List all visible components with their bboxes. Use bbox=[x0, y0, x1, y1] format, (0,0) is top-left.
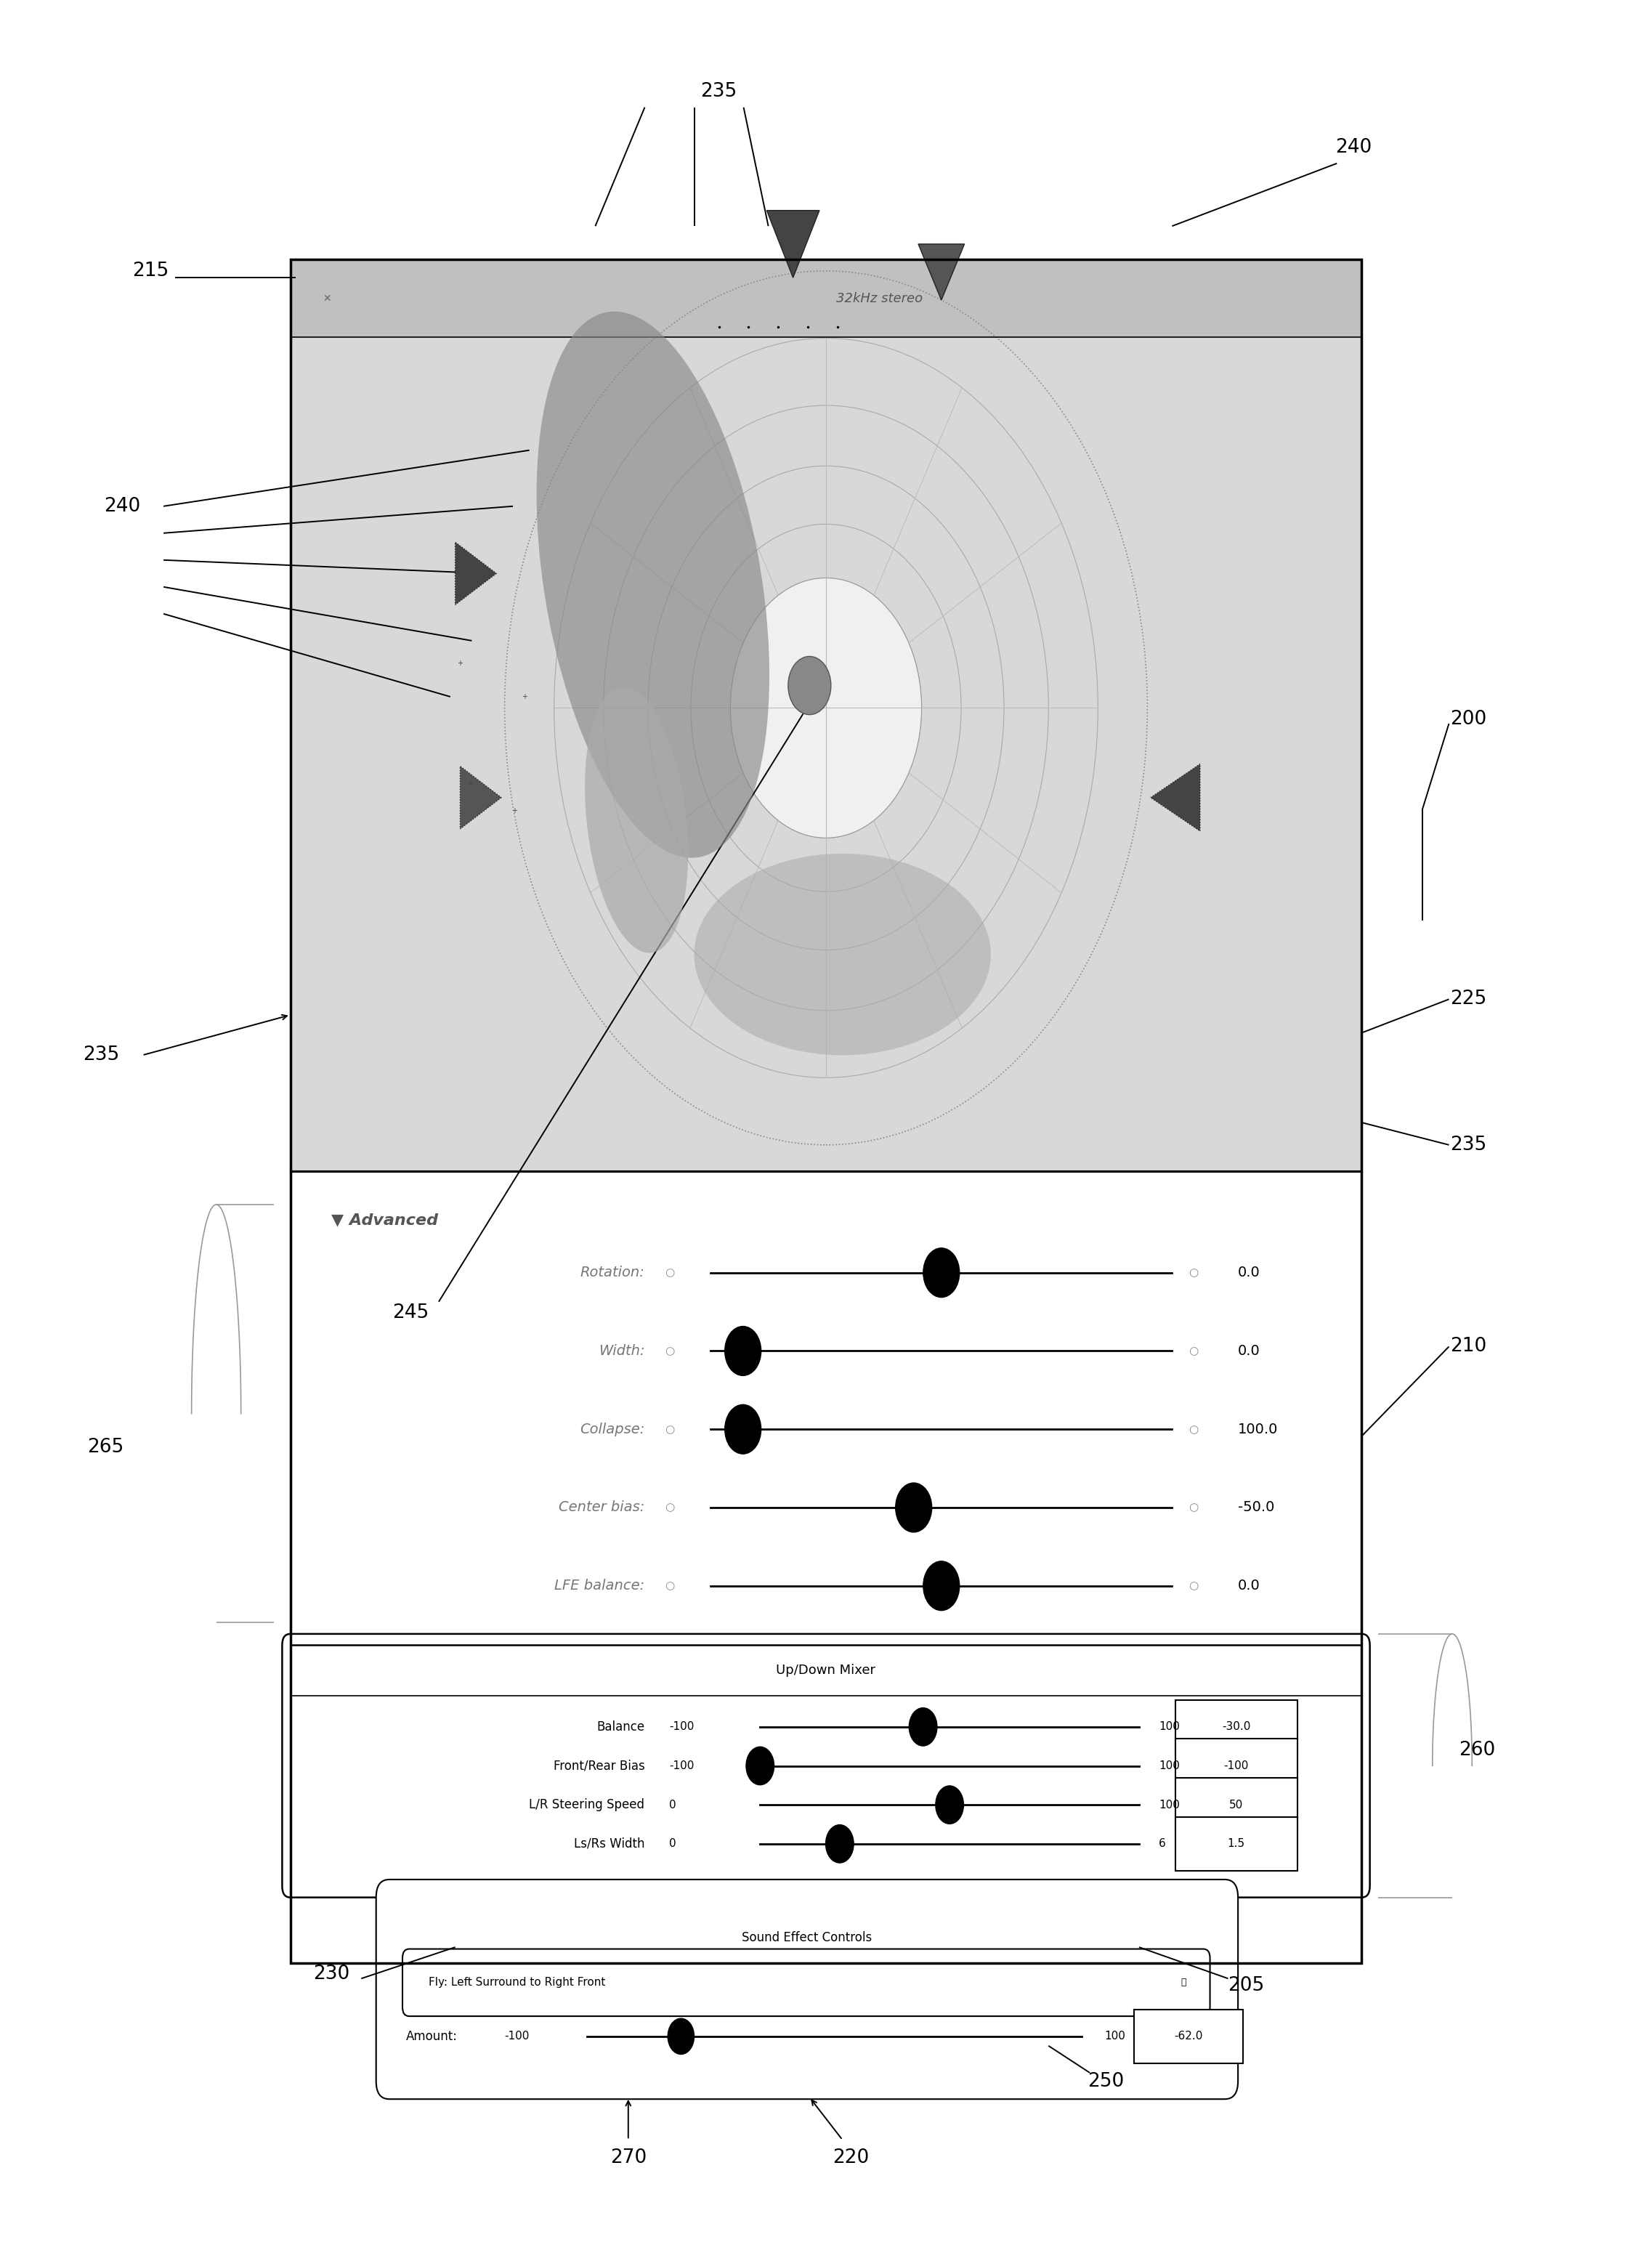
Text: +: + bbox=[458, 660, 463, 667]
Text: 0.0: 0.0 bbox=[1237, 1266, 1260, 1280]
Text: -30.0: -30.0 bbox=[1222, 1722, 1251, 1733]
Polygon shape bbox=[1151, 763, 1199, 831]
Text: 205: 205 bbox=[1227, 1976, 1264, 1996]
Text: 225: 225 bbox=[1450, 990, 1487, 1008]
Circle shape bbox=[747, 1747, 775, 1785]
Text: 235: 235 bbox=[700, 83, 737, 101]
FancyBboxPatch shape bbox=[282, 1634, 1370, 1897]
Text: Balance: Balance bbox=[596, 1720, 644, 1733]
Text: 100: 100 bbox=[1160, 1760, 1180, 1771]
Circle shape bbox=[923, 1560, 960, 1610]
Text: 0.0: 0.0 bbox=[1237, 1578, 1260, 1592]
Text: 260: 260 bbox=[1459, 1740, 1495, 1760]
FancyBboxPatch shape bbox=[291, 260, 1361, 337]
Circle shape bbox=[923, 1248, 960, 1298]
Text: 245: 245 bbox=[393, 1304, 430, 1322]
Text: -50.0: -50.0 bbox=[1237, 1500, 1275, 1515]
Text: Up/Down Mixer: Up/Down Mixer bbox=[776, 1664, 876, 1677]
Text: 215: 215 bbox=[132, 260, 169, 281]
Text: 230: 230 bbox=[314, 1964, 350, 1985]
Polygon shape bbox=[456, 541, 496, 604]
Text: 32kHz stereo: 32kHz stereo bbox=[836, 292, 923, 305]
FancyBboxPatch shape bbox=[1175, 1740, 1297, 1794]
FancyBboxPatch shape bbox=[291, 260, 1361, 1172]
Text: 0: 0 bbox=[669, 1800, 676, 1809]
Text: ○: ○ bbox=[664, 1502, 674, 1513]
Text: ○: ○ bbox=[664, 1580, 674, 1592]
FancyBboxPatch shape bbox=[1175, 1816, 1297, 1870]
Text: 100: 100 bbox=[1160, 1800, 1180, 1809]
Ellipse shape bbox=[694, 853, 991, 1055]
Text: Center bias:: Center bias: bbox=[558, 1500, 644, 1515]
Text: LFE balance:: LFE balance: bbox=[555, 1578, 644, 1592]
Text: ○: ○ bbox=[664, 1345, 674, 1356]
Polygon shape bbox=[461, 766, 501, 828]
Text: 200: 200 bbox=[1450, 709, 1487, 730]
Text: 0.0: 0.0 bbox=[1237, 1345, 1260, 1358]
Text: Amount:: Amount: bbox=[406, 2029, 458, 2043]
Text: ✕: ✕ bbox=[322, 294, 330, 303]
Circle shape bbox=[909, 1708, 937, 1747]
Text: Width:: Width: bbox=[598, 1345, 644, 1358]
Circle shape bbox=[725, 1405, 762, 1455]
Text: 270: 270 bbox=[610, 2148, 646, 2166]
Text: +: + bbox=[522, 694, 527, 700]
Text: 220: 220 bbox=[833, 2148, 869, 2166]
Text: ▼ Advanced: ▼ Advanced bbox=[332, 1212, 438, 1228]
Text: -100: -100 bbox=[1224, 1760, 1249, 1771]
FancyBboxPatch shape bbox=[377, 1879, 1237, 2099]
Text: Sound Effect Controls: Sound Effect Controls bbox=[742, 1931, 872, 1944]
Text: 235: 235 bbox=[1450, 1136, 1487, 1154]
Text: 265: 265 bbox=[88, 1439, 124, 1457]
Text: 100: 100 bbox=[1160, 1722, 1180, 1733]
Text: 1.5: 1.5 bbox=[1227, 1839, 1246, 1850]
Text: Fly: Left Surround to Right Front: Fly: Left Surround to Right Front bbox=[430, 1978, 606, 1989]
Circle shape bbox=[935, 1785, 963, 1823]
Text: 50: 50 bbox=[1229, 1800, 1244, 1809]
Text: 0: 0 bbox=[669, 1839, 676, 1850]
Circle shape bbox=[788, 656, 831, 714]
Circle shape bbox=[725, 1327, 762, 1376]
Text: +: + bbox=[512, 808, 517, 815]
Text: 240: 240 bbox=[104, 496, 140, 516]
Text: 100: 100 bbox=[1105, 2032, 1125, 2041]
Text: ⬥: ⬥ bbox=[1181, 1978, 1186, 1987]
Polygon shape bbox=[919, 245, 965, 301]
Text: ○: ○ bbox=[1189, 1266, 1198, 1277]
Text: Collapse:: Collapse: bbox=[580, 1423, 644, 1437]
Text: Rotation:: Rotation: bbox=[580, 1266, 644, 1280]
Text: +: + bbox=[468, 781, 472, 788]
FancyBboxPatch shape bbox=[403, 1949, 1209, 2016]
Text: ○: ○ bbox=[664, 1266, 674, 1277]
Text: 6: 6 bbox=[1160, 1839, 1166, 1850]
Text: ○: ○ bbox=[1189, 1502, 1198, 1513]
FancyBboxPatch shape bbox=[291, 1172, 1361, 1657]
Text: 240: 240 bbox=[1335, 139, 1371, 157]
Text: -100: -100 bbox=[669, 1722, 694, 1733]
Text: 235: 235 bbox=[83, 1046, 119, 1064]
Circle shape bbox=[730, 577, 922, 837]
Text: L/R Steering Speed: L/R Steering Speed bbox=[529, 1798, 644, 1812]
Circle shape bbox=[667, 2018, 694, 2054]
Text: Ls/Rs Width: Ls/Rs Width bbox=[573, 1836, 644, 1850]
FancyBboxPatch shape bbox=[1135, 2009, 1242, 2063]
Polygon shape bbox=[767, 211, 819, 278]
Text: ○: ○ bbox=[664, 1423, 674, 1435]
Ellipse shape bbox=[537, 312, 770, 858]
Text: -100: -100 bbox=[504, 2032, 530, 2041]
Circle shape bbox=[895, 1484, 932, 1531]
Text: -100: -100 bbox=[669, 1760, 694, 1771]
Text: ○: ○ bbox=[1189, 1580, 1198, 1592]
Circle shape bbox=[826, 1825, 854, 1863]
Text: -62.0: -62.0 bbox=[1175, 2032, 1203, 2041]
Text: 210: 210 bbox=[1450, 1338, 1487, 1356]
Ellipse shape bbox=[585, 687, 689, 952]
FancyBboxPatch shape bbox=[1175, 1778, 1297, 1832]
Text: Front/Rear Bias: Front/Rear Bias bbox=[553, 1760, 644, 1771]
Text: ○: ○ bbox=[1189, 1345, 1198, 1356]
Text: 250: 250 bbox=[1089, 2072, 1125, 2090]
Text: 100.0: 100.0 bbox=[1237, 1423, 1279, 1437]
FancyBboxPatch shape bbox=[1175, 1699, 1297, 1753]
Text: ○: ○ bbox=[1189, 1423, 1198, 1435]
